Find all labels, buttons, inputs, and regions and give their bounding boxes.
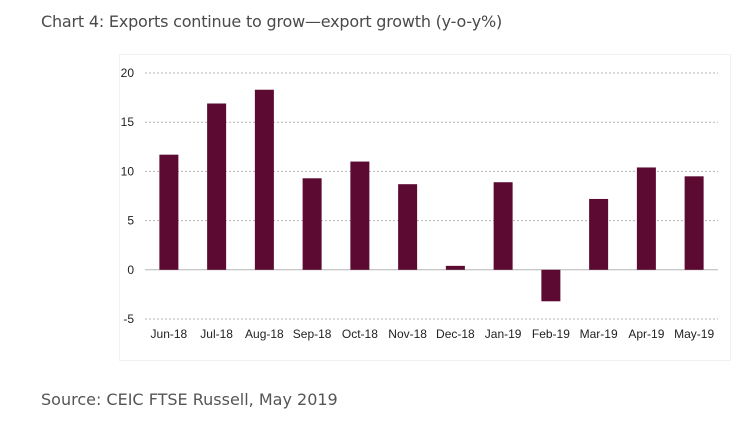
bar-may-19	[684, 176, 704, 270]
source-note: Source: CEIC FTSE Russell, May 2019	[41, 390, 338, 409]
y-tick-label: 10	[121, 164, 135, 178]
bar-jan-19	[493, 182, 513, 270]
bar-jul-18	[207, 103, 227, 270]
bar-feb-19	[541, 269, 561, 302]
chart-title: Chart 4: Exports continue to grow—export…	[41, 12, 503, 31]
bar-dec-18	[445, 265, 465, 270]
x-tick-label: Jan-19	[485, 327, 522, 341]
x-tick-label: Aug-18	[245, 327, 284, 341]
x-tick-label: Dec-18	[436, 327, 475, 341]
bar-mar-19	[589, 198, 609, 270]
x-tick-label: Jul-18	[200, 327, 233, 341]
bar-nov-18	[398, 184, 418, 270]
y-tick-label: 5	[127, 214, 134, 228]
x-tick-label: Apr-19	[628, 327, 664, 341]
bar-jun-18	[159, 154, 179, 270]
x-tick-label: Mar-19	[580, 327, 618, 341]
x-tick-label: Sep-18	[293, 327, 332, 341]
x-tick-label: May-19	[674, 327, 714, 341]
bar-sep-18	[302, 178, 322, 270]
y-tick-label: 15	[121, 115, 135, 129]
x-tick-label: Feb-19	[532, 327, 570, 341]
y-tick-label: 0	[127, 263, 134, 277]
bar-oct-18	[350, 161, 370, 270]
bar-aug-18	[254, 89, 274, 270]
x-tick-label: Nov-18	[388, 327, 427, 341]
bar-apr-19	[636, 167, 656, 270]
y-tick-label: 20	[121, 66, 135, 80]
y-tick-label: -5	[123, 312, 134, 326]
x-tick-label: Oct-18	[342, 327, 378, 341]
x-tick-label: Jun-18	[151, 327, 188, 341]
